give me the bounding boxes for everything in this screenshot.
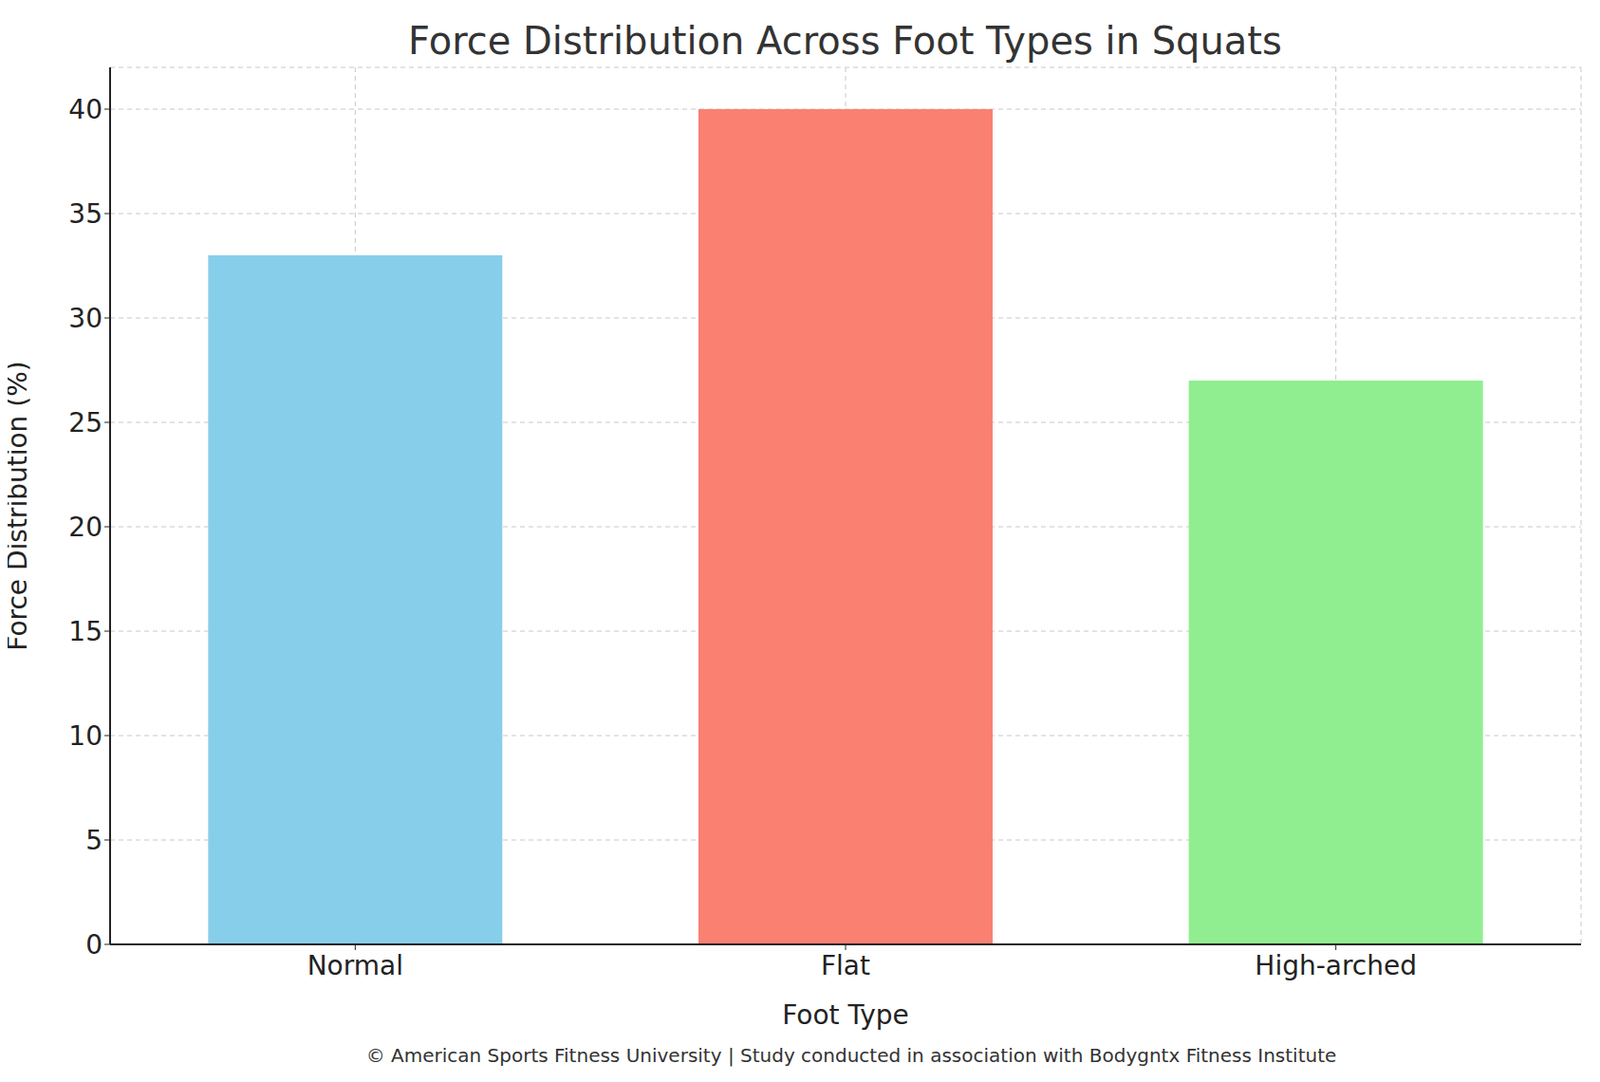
svg-text:High-arched: High-arched bbox=[1254, 949, 1417, 982]
html-text:© American Sports Fitness Univ: © American Sports Fitness University | S… bbox=[366, 1043, 1337, 1067]
svg-text:0: 0 bbox=[85, 929, 103, 961]
svg-text:Foot Type: Foot Type bbox=[781, 999, 910, 1031]
svg-text:Force Distribution (%): Force Distribution (%) bbox=[7, 360, 34, 651]
svg-text:Flat: Flat bbox=[820, 949, 871, 982]
svg-text:25: 25 bbox=[68, 407, 103, 439]
svg-text:10: 10 bbox=[68, 720, 103, 752]
svg-text:40: 40 bbox=[68, 93, 103, 126]
svg-text:35: 35 bbox=[68, 198, 103, 230]
svg-text:15: 15 bbox=[68, 615, 103, 648]
svg-text:5: 5 bbox=[85, 824, 103, 856]
html-text:Force Distribution Across Foot: Force Distribution Across Foot Types in … bbox=[408, 18, 1282, 63]
svg-text:30: 30 bbox=[68, 302, 103, 335]
svg-text:Normal: Normal bbox=[307, 949, 404, 982]
svg-text:20: 20 bbox=[68, 511, 103, 543]
